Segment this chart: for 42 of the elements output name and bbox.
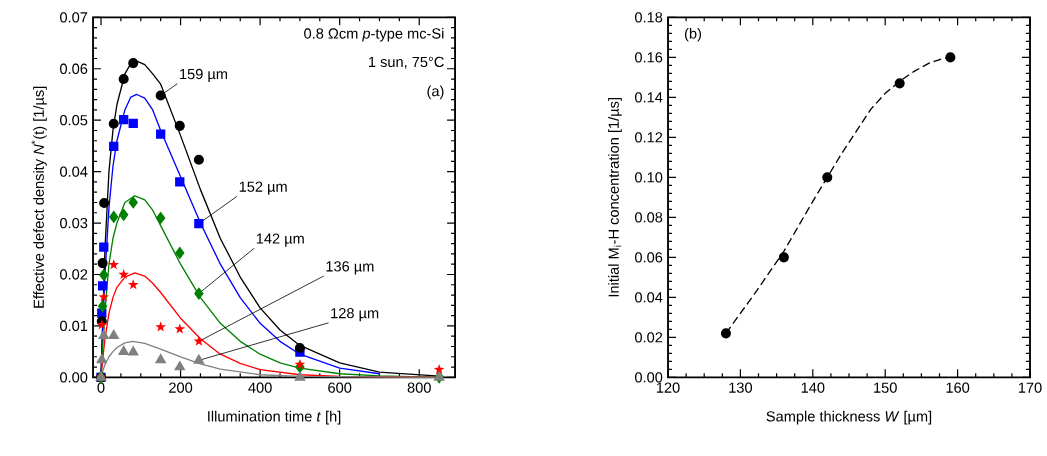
x-tick-label: 140 bbox=[801, 382, 825, 393]
y-tick-label: 0.00 bbox=[635, 372, 663, 383]
text: 142 µm bbox=[256, 233, 304, 247]
y-tick-label: 0.16 bbox=[635, 52, 663, 63]
x-tick-label: 0 bbox=[97, 382, 105, 393]
y-tick-label: 0.10 bbox=[635, 172, 663, 183]
y-axis-title: Effective defect density N$^{*}$(t) [1/µs] bbox=[31, 86, 47, 308]
y-tick-label: 0.08 bbox=[635, 212, 663, 223]
x-tick-label: 400 bbox=[248, 382, 272, 393]
annotation: (b) bbox=[684, 27, 702, 42]
x-tick-label: 800 bbox=[407, 382, 431, 393]
y-tick-label: 0.04 bbox=[635, 292, 663, 303]
y-tick-label: 0.06 bbox=[60, 63, 88, 74]
y-tick-label: 0.00 bbox=[60, 372, 88, 383]
text: 128 µm bbox=[331, 307, 379, 322]
y-tick-label: 0.01 bbox=[60, 320, 88, 332]
y-tick-label: 0.03 bbox=[60, 217, 88, 229]
y-axis-title: Initial M$_{i}$-H concentration [1/µs] bbox=[608, 98, 622, 297]
annotation: (a) bbox=[427, 85, 444, 100]
y-tick-label: 0.18 bbox=[635, 12, 663, 23]
y-tick-label: 0.06 bbox=[635, 252, 663, 263]
y-tick-label: 0.12 bbox=[635, 132, 663, 143]
x-tick-label: 600 bbox=[328, 382, 352, 393]
y-tick-label: 0.02 bbox=[635, 332, 663, 343]
y-tick-label: 0.04 bbox=[60, 166, 88, 177]
x-tick-label: 130 bbox=[729, 382, 753, 393]
text: 152 µm bbox=[239, 181, 287, 195]
x-tick-label: 170 bbox=[1018, 382, 1042, 393]
y-tick-label: 0.14 bbox=[635, 92, 663, 103]
text: 136 µm bbox=[326, 261, 374, 275]
x-tick-label: 160 bbox=[946, 382, 970, 393]
y-tick-label: 0.02 bbox=[60, 269, 88, 280]
x-axis-title: Illumination time t [h] bbox=[208, 410, 341, 425]
series-label: 159 µm bbox=[180, 68, 228, 83]
annotation: 0.8 Ωcm p-type mc-Si bbox=[304, 27, 444, 42]
x-axis-title: Sample thickness W [µm] bbox=[766, 410, 932, 425]
x-tick-label: 200 bbox=[169, 382, 193, 393]
y-tick-label: 0.07 bbox=[60, 12, 88, 23]
y-tick-label: 0.05 bbox=[60, 115, 88, 126]
x-tick-label: 150 bbox=[874, 382, 897, 393]
annotation: 1 sun, 75°C bbox=[369, 56, 444, 69]
x-tick-label: 120 bbox=[656, 382, 680, 393]
